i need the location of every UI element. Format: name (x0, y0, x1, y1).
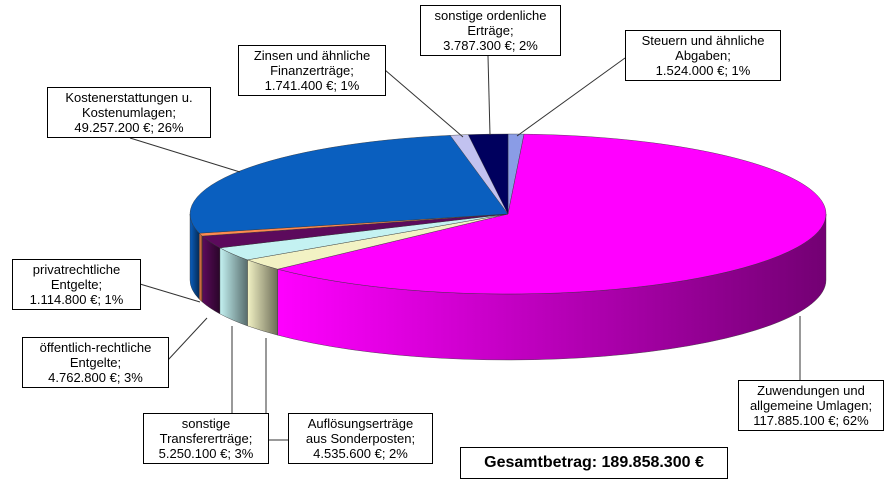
leader-line (265, 338, 288, 441)
pie-slice (467, 133, 509, 215)
value-label: 117.885.100 €; 62% (753, 413, 869, 428)
value-label: 1.524.000 €; 1% (655, 63, 751, 78)
leader-line (384, 69, 464, 138)
slice-label: Kostenerstattungen u. Kostenumlagen; 49.2… (47, 87, 211, 138)
slice-label: Steuern und ähnliche Abgaben; 1.524.000 €… (625, 30, 781, 81)
category: Kostenerstattungen u. Kostenumlagen; (65, 90, 193, 120)
value-label: 1.741.400 €; 1% (264, 78, 360, 93)
pie-slice-side (247, 259, 278, 336)
leader-line (516, 57, 626, 137)
leader-line (129, 137, 241, 173)
pie-slice (189, 135, 509, 234)
pie-slice-side (219, 247, 248, 327)
total-label: Gesamtbetrag: 189.858.300 € (460, 447, 728, 479)
slice-label: sonstige Transfererträge; 5.250.100 €; 3% (143, 413, 269, 464)
slice-label: privatrechtliche Entgelte; 1.114.800 €; 1… (12, 259, 141, 310)
value-label: 5.250.100 €; 3% (158, 446, 254, 461)
value-label: 3.787.300 €; 2% (443, 38, 538, 53)
category: öffentlich-rechtliche Entgelte; (39, 340, 152, 370)
slice-label: sonstige ordenliche Erträge; 3.787.300 €;… (420, 5, 561, 56)
pie-slice (277, 133, 827, 295)
category: privatrechtliche Entgelte; (32, 262, 121, 292)
value-label: 4.762.800 €; 3% (48, 370, 143, 385)
slice-label: Auflösungserträge aus Sonderposten; 4.535… (288, 413, 433, 464)
pie-slice-side (202, 235, 221, 315)
value-label: 4.535.600 €; 2% (313, 446, 408, 461)
pie-slice-side (199, 232, 203, 303)
leader-line (487, 55, 491, 136)
category: Zinsen und ähnliche Finanzerträge; (253, 48, 371, 78)
value-label: 1.114.800 €; 1% (29, 292, 124, 307)
category: sonstige Transfererträge; (159, 416, 253, 446)
category: Zuwendungen und allgemeine Umlagen; (749, 383, 873, 413)
leader-line (167, 317, 208, 361)
slice-label: öffentlich-rechtliche Entgelte; 4.762.800… (22, 337, 169, 388)
category: sonstige ordenliche Erträge; (434, 8, 547, 38)
slice-label: Zuwendungen und allgemeine Umlagen; 117.8… (738, 380, 884, 431)
leader-line (139, 283, 201, 303)
slice-label: Zinsen und ähnliche Finanzerträge; 1.741.… (238, 45, 386, 96)
value-label: 49.257.200 €; 26% (74, 120, 184, 135)
category: Auflösungserträge aus Sonderposten; (305, 416, 416, 446)
category: Steuern und ähnliche Abgaben; (641, 33, 765, 63)
